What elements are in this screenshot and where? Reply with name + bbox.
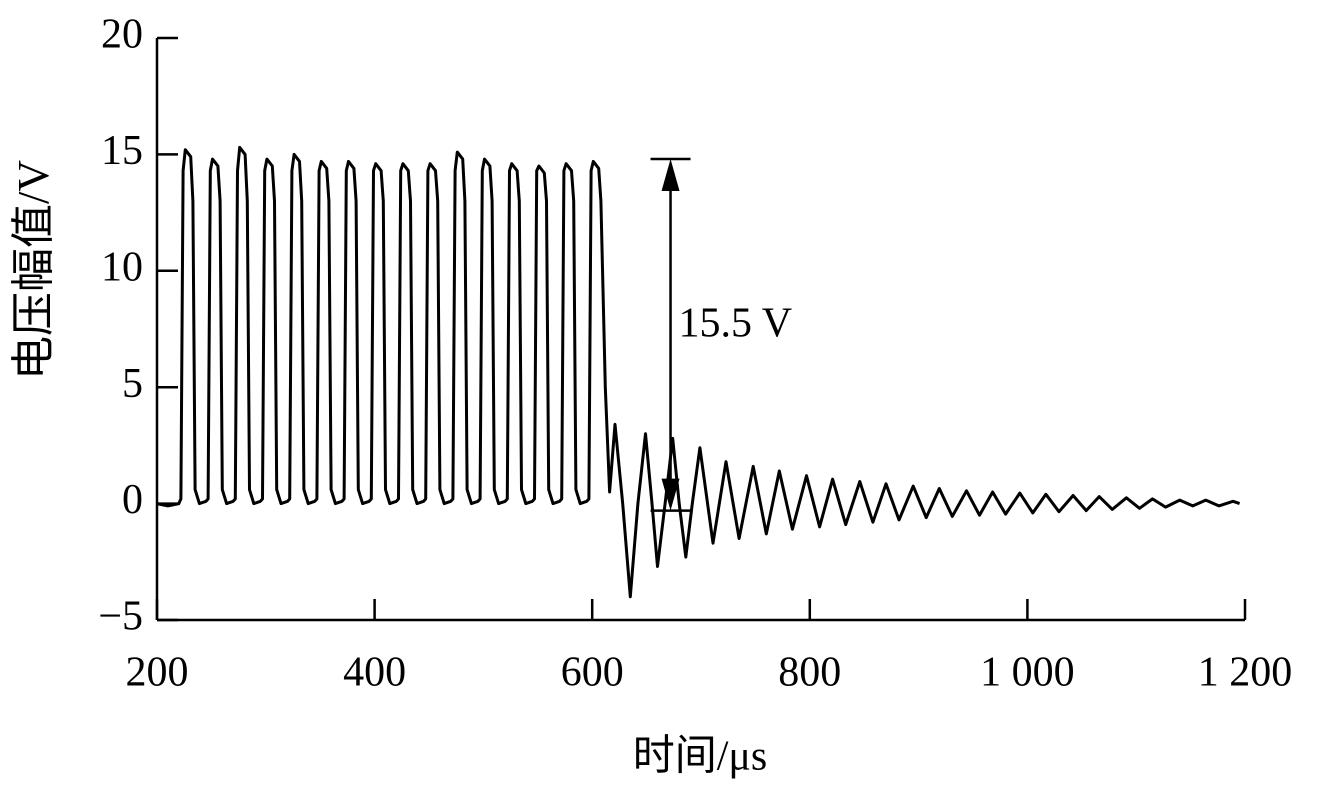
y-tick-label: −5: [98, 594, 143, 640]
annotation-label: 15.5 V: [679, 300, 793, 346]
x-tick-label: 800: [778, 650, 841, 696]
arrow-head: [661, 159, 680, 192]
x-tick-label: 1 000: [980, 650, 1075, 696]
arrow-head: [661, 478, 680, 511]
y-tick-label: 5: [122, 361, 143, 407]
y-tick-label: 20: [101, 12, 143, 58]
x-tick-label: 600: [561, 650, 624, 696]
x-axis-label: 时间/μs: [633, 734, 768, 780]
waveform: [156, 145, 1241, 599]
y-axis-label: 电压幅值/V: [9, 160, 58, 380]
y-tick-label: 15: [101, 128, 143, 174]
x-tick-label: 400: [343, 650, 406, 696]
y-tick-label: 10: [101, 244, 143, 290]
x-tick-label: 1 200: [1198, 650, 1293, 696]
y-tick-label: 0: [122, 477, 143, 523]
x-tick-label: 200: [126, 650, 189, 696]
